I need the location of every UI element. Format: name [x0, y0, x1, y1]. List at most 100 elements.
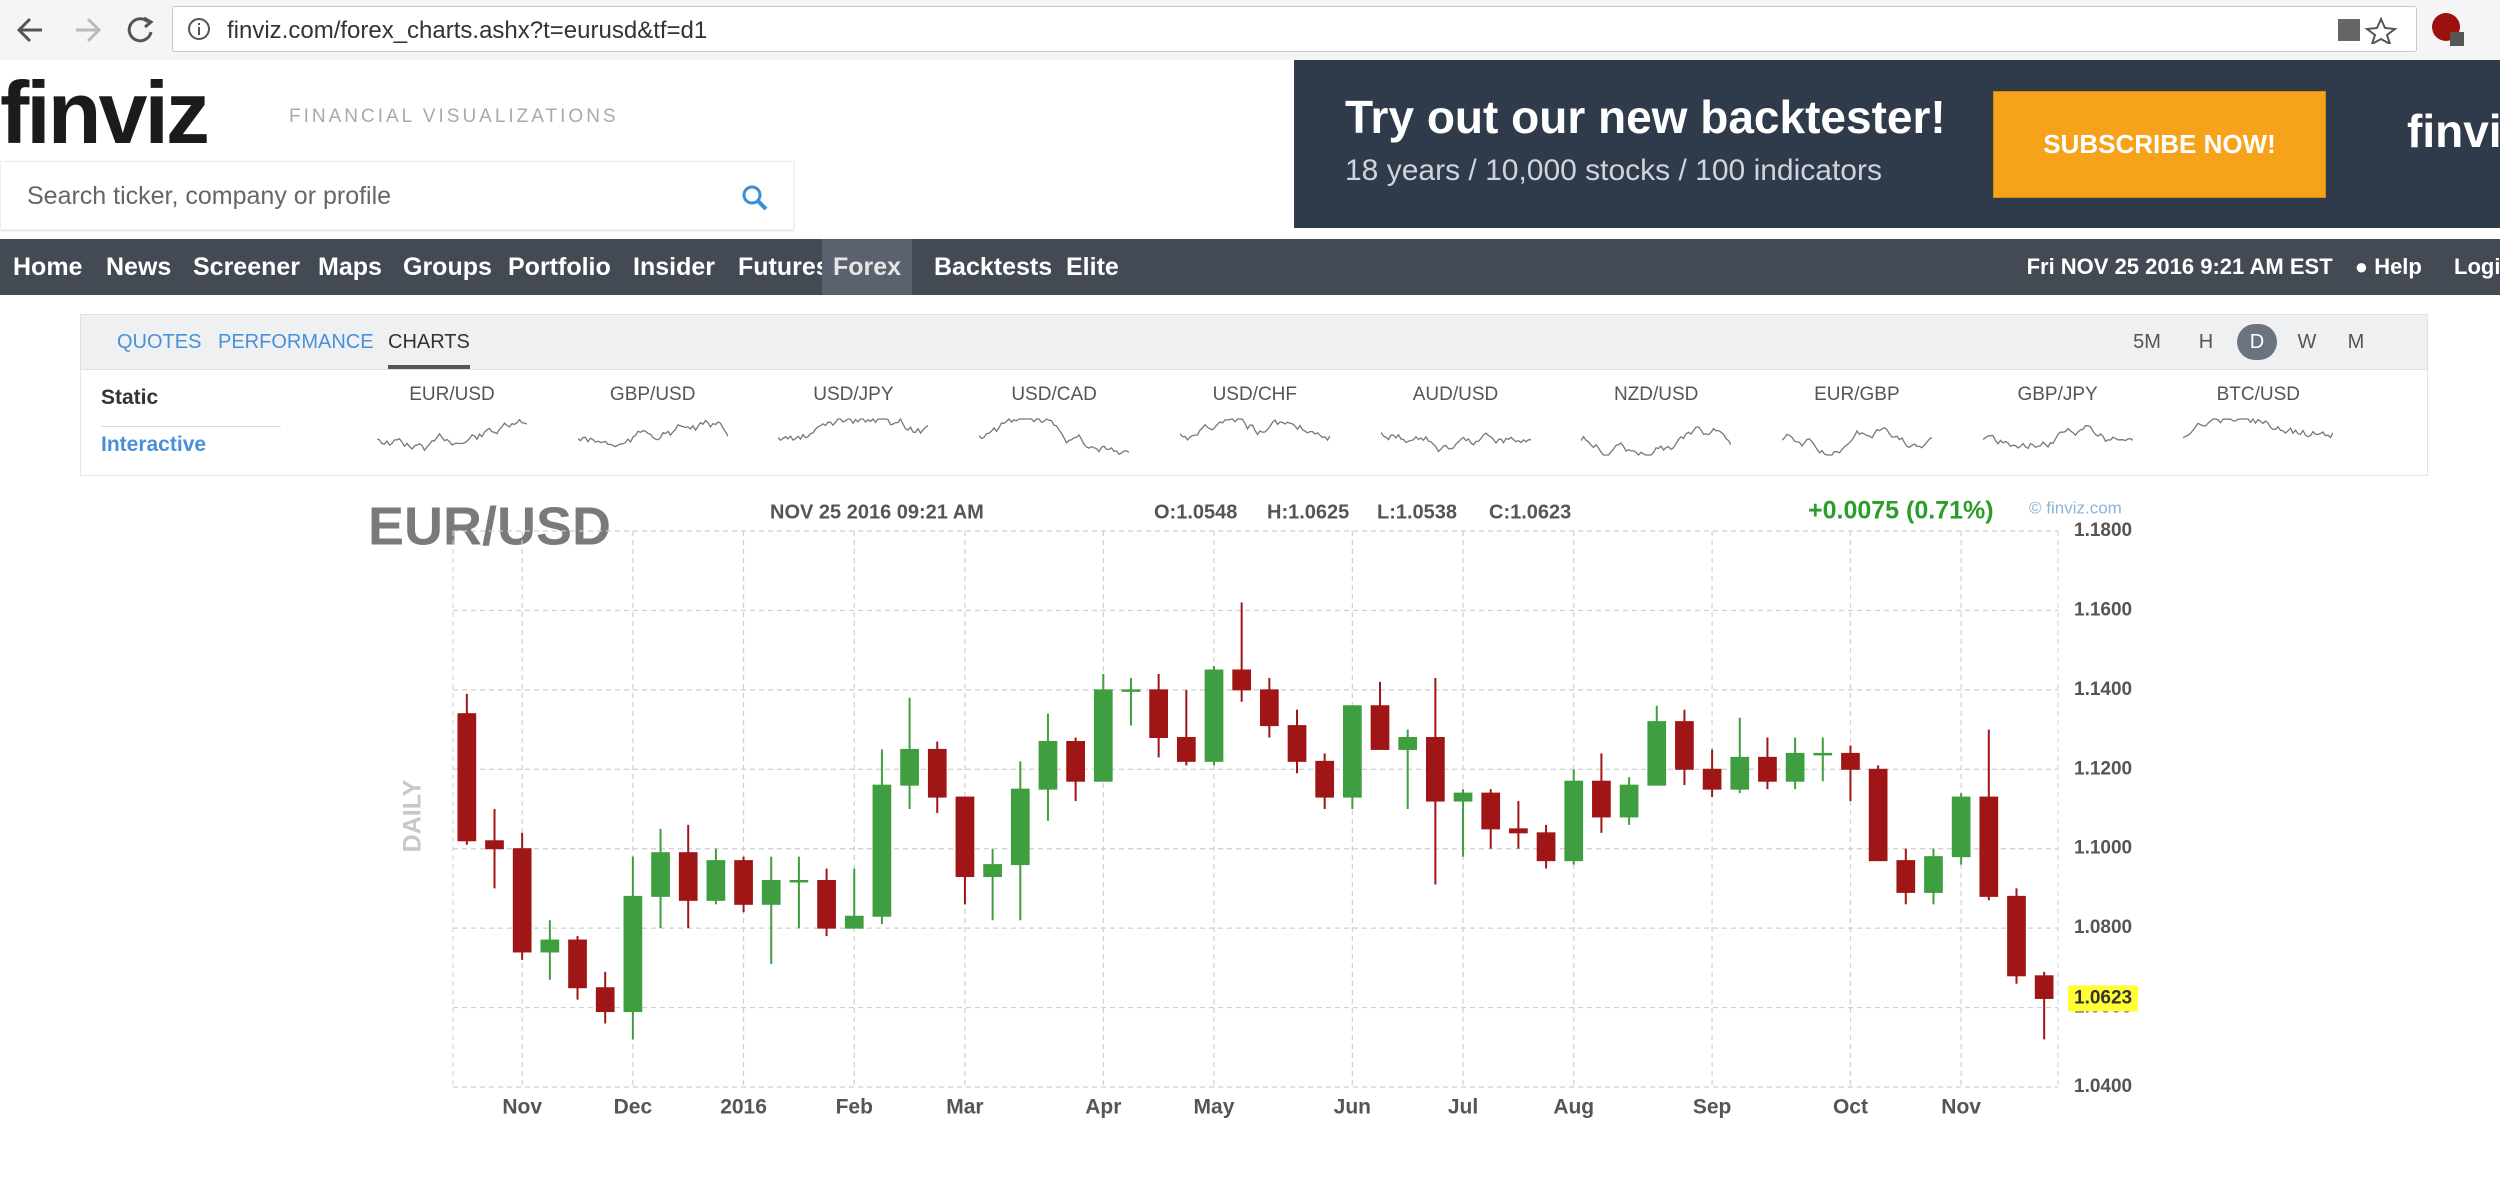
- pair-label[interactable]: EUR/USD: [409, 384, 495, 405]
- sparkline[interactable]: [377, 414, 527, 460]
- candle-body: [1453, 792, 1473, 802]
- sparkline[interactable]: [577, 414, 728, 460]
- candle-body: [844, 915, 864, 929]
- sparkline[interactable]: [1179, 414, 1330, 460]
- x-tick-label: Aug: [1553, 1096, 1594, 1119]
- login-link[interactable]: Login: [2454, 254, 2500, 279]
- x-tick-label: Nov: [502, 1096, 542, 1119]
- candle-body: [1010, 788, 1030, 866]
- sparkline-path: [979, 418, 1130, 456]
- mode[interactable]: Static: [101, 386, 159, 409]
- sparkline[interactable]: [1581, 414, 1732, 460]
- candle-body: [1536, 832, 1556, 862]
- nav-item[interactable]: Futures: [738, 253, 830, 281]
- search-icon[interactable]: [741, 184, 769, 212]
- candle-body: [1730, 756, 1750, 790]
- candle-body: [1315, 760, 1335, 798]
- y-tick-label: 1.0400: [2074, 1076, 2132, 1097]
- sparkline[interactable]: [979, 414, 1130, 460]
- pair-label[interactable]: USD/CAD: [1011, 384, 1097, 405]
- candle-body: [1758, 756, 1777, 782]
- pair-label[interactable]: NZD/USD: [1613, 384, 1699, 405]
- logo[interactable]: finviz: [0, 63, 210, 162]
- timeframe[interactable]: W: [2297, 331, 2317, 353]
- quote: L:1.0538: [1377, 501, 1457, 523]
- y-tick-label: 1.1400: [2074, 679, 2132, 700]
- mode[interactable]: Interactive: [101, 433, 207, 456]
- period-label: DAILY: [399, 779, 427, 852]
- nav-item[interactable]: Portfolio: [508, 253, 611, 281]
- last-price-label: 1.0623: [2074, 987, 2132, 1008]
- timeframe[interactable]: H: [2198, 331, 2214, 353]
- pair-label[interactable]: BTC/USD: [2216, 384, 2300, 405]
- nav-item[interactable]: Backtests: [934, 253, 1053, 281]
- sparkline[interactable]: [1781, 414, 1932, 460]
- x-tick-label: Sep: [1693, 1096, 1732, 1119]
- sparkline-path: [2183, 417, 2334, 439]
- sparkline-path: [778, 417, 929, 442]
- candle-body: [872, 784, 892, 917]
- address-bar[interactable]: finviz.com/forex_charts.ashx?t=eurusd&tf…: [172, 6, 2417, 52]
- tab[interactable]: CHARTS: [388, 315, 470, 369]
- site-header: finviz FINANCIAL VISUALIZATIONS Search t…: [0, 60, 2500, 239]
- pair-label[interactable]: AUD/USD: [1412, 384, 1499, 405]
- sparkline[interactable]: [1380, 414, 1531, 460]
- quote: O:1.0548: [1154, 501, 1237, 523]
- pair-label[interactable]: EUR/GBP: [1814, 384, 1900, 405]
- tab[interactable]: QUOTES: [117, 331, 202, 353]
- candle-body: [1342, 705, 1362, 798]
- y-tick-label: 1.1000: [2074, 838, 2132, 859]
- y-tick-label: 1.1800: [2074, 520, 2132, 541]
- pair-label[interactable]: GBP/JPY: [2017, 384, 2098, 405]
- chart-title: EUR/USD: [368, 496, 611, 556]
- help-link[interactable]: ● Help: [2354, 254, 2422, 279]
- candle-body: [1951, 796, 1971, 858]
- search-box[interactable]: Search ticker, company or profile: [0, 161, 794, 230]
- timeframe[interactable]: M: [2347, 331, 2365, 353]
- tab[interactable]: PERFORMANCE: [218, 331, 374, 353]
- banner-subtitle: 18 years / 10,000 stocks / 100 indicator…: [1345, 154, 1882, 187]
- candle-body: [1841, 752, 1860, 770]
- sparkline-path: [1982, 425, 2133, 450]
- candle-body: [595, 987, 615, 1013]
- x-tick-label: Oct: [1833, 1096, 1868, 1119]
- tabs-bar: QUOTES PERFORMANCE CHARTS 5M H D W M: [80, 314, 2428, 370]
- nav-item[interactable]: Forex: [822, 239, 913, 295]
- nav-item[interactable]: News: [106, 253, 172, 281]
- sparkline-path: [377, 418, 527, 452]
- pair-label[interactable]: USD/CHF: [1212, 384, 1298, 405]
- candle-body: [1426, 737, 1445, 802]
- nav-item[interactable]: Elite: [1066, 253, 1119, 281]
- sparkline[interactable]: [2183, 414, 2334, 460]
- banner-title: Try out our new backtester!: [1345, 91, 1946, 143]
- x-tick-label: 2016: [720, 1096, 767, 1119]
- sparkline[interactable]: [1982, 414, 2133, 460]
- candle-body: [1176, 737, 1196, 762]
- nav-item[interactable]: Maps: [318, 253, 382, 281]
- toolbar-icons[interactable]: [2336, 16, 2406, 44]
- extension-icon[interactable]: [2428, 10, 2468, 50]
- nav-item[interactable]: Screener: [193, 253, 301, 281]
- nav-buttons[interactable]: [14, 12, 164, 48]
- subscribe-button[interactable]: SUBSCRIBE NOW!: [1993, 91, 2326, 198]
- timeframe[interactable]: 5M: [2133, 331, 2161, 353]
- timeframe[interactable]: D: [2237, 324, 2277, 360]
- candle-body: [1979, 796, 1999, 897]
- datetime: Fri NOV 25 2016 9:21 AM EST: [2026, 254, 2333, 279]
- nav-item[interactable]: Insider: [633, 253, 715, 281]
- help-text: Help: [2374, 254, 2422, 279]
- pair-label[interactable]: GBP/USD: [609, 384, 696, 405]
- sparkline[interactable]: [778, 414, 929, 460]
- candle-body: [1868, 768, 1888, 862]
- browser-bar: finviz.com/forex_charts.ashx?t=eurusd&tf…: [0, 0, 2500, 61]
- candle-body: [761, 879, 781, 905]
- nav-item[interactable]: Home: [13, 253, 83, 281]
- nav-item[interactable]: Groups: [403, 253, 492, 281]
- pair-label[interactable]: USD/JPY: [813, 384, 894, 405]
- info-icon: [188, 18, 210, 40]
- candle-body: [1702, 768, 1722, 790]
- candle-body: [1398, 737, 1418, 750]
- ad-banner[interactable]: Try out our new backtester! 18 years / 1…: [1294, 60, 2500, 228]
